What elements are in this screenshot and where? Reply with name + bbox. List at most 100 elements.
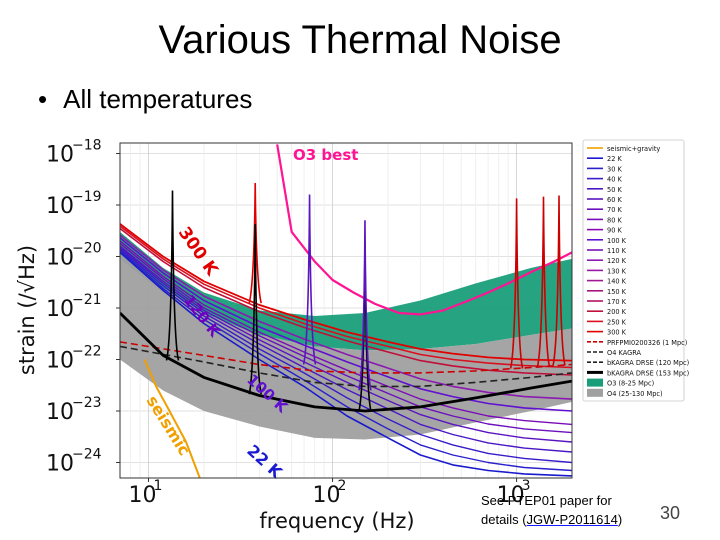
legend-label: 100 K — [607, 237, 627, 245]
x-tick-label: 102 — [313, 478, 347, 508]
x-tick-base: 10 — [497, 483, 525, 508]
x-axis-label: frequency (Hz) — [259, 509, 414, 533]
annotation-o3-best: O3 best — [293, 146, 358, 164]
resonance-peak — [509, 198, 524, 369]
legend-label: O4 KAGRA — [607, 349, 642, 357]
bullet-marker: • — [38, 84, 48, 114]
y-tick-label: 10−21 — [46, 292, 102, 322]
footnote: See PTEP01 paper for details (JGW-P20116… — [481, 491, 622, 529]
series-line-40-k — [120, 248, 572, 464]
y-tick-label: 10−19 — [46, 189, 102, 219]
series-line-60-k — [120, 245, 572, 443]
legend-label: 120 K — [607, 257, 627, 265]
legend-label: 60 K — [607, 196, 622, 204]
legend-label: 40 K — [607, 176, 622, 184]
footnote-line-2: details (JGW-P2011614) — [481, 510, 622, 529]
legend-label: 150 K — [607, 288, 627, 296]
x-tick-exponent: 1 — [154, 478, 163, 494]
y-tick-exponent: −20 — [72, 241, 102, 257]
x-tick-label: 101 — [129, 478, 163, 508]
legend-item: 150 K — [587, 288, 627, 296]
legend-item: 250 K — [587, 318, 627, 326]
legend-box — [582, 139, 685, 402]
series-line-o3-best — [276, 144, 572, 316]
y-tick-label: 10−20 — [46, 241, 102, 271]
legend-label: O3 (8-25 Mpc) — [607, 380, 654, 388]
y-tick-exponent: −21 — [72, 292, 102, 308]
legend-label: O4 (25-130 Mpc) — [607, 390, 663, 398]
x-tick-base: 10 — [313, 483, 341, 508]
legend-item: 22 K — [587, 155, 622, 163]
series-line-30-k — [120, 250, 572, 472]
legend-item: 40 K — [587, 176, 622, 184]
series-line-o4-kagra — [120, 345, 572, 388]
plot-frame — [119, 142, 573, 479]
legend-label: 30 K — [607, 165, 622, 173]
legend-label: 170 K — [607, 298, 627, 306]
legend-swatch — [587, 388, 603, 397]
y-tick-base: 10 — [46, 400, 74, 425]
legend-label: 250 K — [607, 318, 627, 326]
resonance-peak — [358, 220, 372, 391]
legend-label: 140 K — [607, 278, 627, 286]
resonance-peak — [552, 195, 566, 366]
legend-item: 200 K — [587, 308, 627, 316]
legend-item: 100 K — [587, 237, 627, 245]
legend-item: 70 K — [587, 206, 622, 214]
bullet-text: All temperatures — [63, 84, 253, 114]
legend-item: bKAGRA DRSE (120 Mpc) — [587, 359, 689, 367]
legend-item: 60 K — [587, 196, 622, 204]
y-tick-label: 10−24 — [46, 446, 102, 476]
legend-item: 50 K — [587, 186, 622, 194]
legend-item: 300 K — [587, 329, 627, 337]
legend-label: 90 K — [607, 227, 622, 235]
legend-label: PRFPMI0200326 (1 Mpc) — [607, 339, 687, 347]
series-line-seismic-gravity — [143, 359, 201, 478]
resonance-peak — [248, 224, 262, 395]
series-line-bkagra-drse — [120, 312, 572, 413]
legend-label: 110 K — [607, 247, 627, 255]
resonance-peak — [248, 182, 262, 304]
series-line-22-k — [120, 251, 572, 477]
band-o4 — [120, 252, 572, 440]
legend-label: 300 K — [607, 329, 627, 337]
bullet-item: • All temperatures — [38, 84, 252, 115]
y-tick-label: 10−22 — [46, 344, 102, 374]
series-line-50-k — [120, 246, 572, 453]
footnote-line-1: See PTEP01 paper for — [481, 493, 612, 508]
y-axis-label: strain (/√Hz) — [15, 245, 39, 375]
y-tick-base: 10 — [46, 297, 74, 322]
legend-item: 170 K — [587, 298, 627, 306]
legend-item: 120 K — [587, 257, 627, 265]
legend-item: 80 K — [587, 216, 622, 224]
legend-item: O4 KAGRA — [587, 349, 642, 357]
slide-title: Various Thermal Noise — [158, 18, 562, 62]
y-tick-label: 10−23 — [46, 395, 102, 425]
legend-item: PRFPMI0200326 (1 Mpc) — [587, 339, 687, 347]
legend-item: 30 K — [587, 165, 622, 173]
legend-item: 140 K — [587, 278, 627, 286]
resonance-peak — [302, 194, 317, 365]
y-tick-exponent: −22 — [72, 344, 102, 360]
y-tick-base: 10 — [46, 143, 74, 168]
y-tick-label: 10−18 — [46, 138, 102, 168]
legend-item: 130 K — [587, 267, 627, 275]
resonance-peak — [536, 196, 551, 367]
x-tick-exponent: 2 — [338, 478, 347, 494]
legend-label: 50 K — [607, 186, 622, 194]
reference-link[interactable]: JGW-P2011614 — [526, 512, 618, 527]
legend-item: bKAGRA DRSE (153 Mpc) — [587, 369, 689, 377]
legend-label: seismic+gravity — [607, 145, 660, 153]
y-tick-base: 10 — [46, 194, 74, 219]
legend-swatch — [587, 378, 603, 387]
y-tick-base: 10 — [46, 349, 74, 374]
legend-item: 90 K — [587, 227, 622, 235]
series-line-prfpmi — [120, 341, 572, 374]
legend-item: 110 K — [587, 247, 627, 255]
legend-label: bKAGRA DRSE (153 Mpc) — [607, 369, 689, 377]
footnote-suffix: ) — [617, 512, 623, 527]
x-tick-base: 10 — [129, 483, 157, 508]
legend-label: bKAGRA DRSE (120 Mpc) — [607, 359, 689, 367]
y-tick-exponent: −23 — [72, 395, 102, 411]
